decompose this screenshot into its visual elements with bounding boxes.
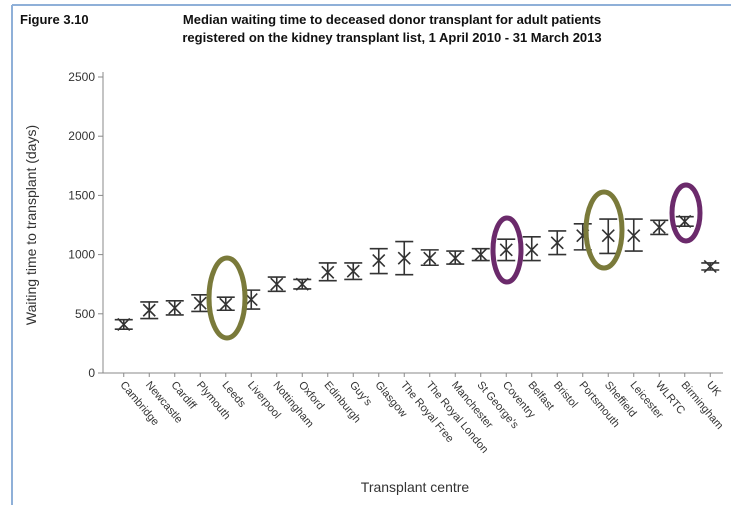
error-bar: [114, 317, 133, 332]
median-marker: [525, 243, 539, 257]
error-bar: [293, 277, 312, 291]
median-marker: [168, 301, 182, 315]
median-marker: [652, 220, 666, 234]
median-marker: [703, 259, 717, 274]
median-marker: [397, 251, 411, 265]
median-marker: [499, 243, 513, 257]
error-bar: [675, 214, 694, 229]
median-marker: [295, 277, 309, 291]
error-bar: [599, 218, 618, 255]
error-bar: [267, 276, 286, 293]
y-tick-label: 2500: [68, 70, 95, 84]
median-marker: [321, 265, 335, 279]
y-tick-label: 2000: [68, 129, 95, 143]
error-bar: [650, 219, 669, 236]
median-marker: [372, 253, 386, 268]
error-bar: [497, 238, 516, 262]
median-marker: [193, 296, 207, 310]
error-bar: [420, 249, 439, 267]
highlight: [669, 182, 703, 244]
error-bar: [446, 250, 465, 265]
error-bar: [216, 296, 235, 312]
chart-title: Median waiting time to deceased donor tr…: [183, 12, 601, 27]
median-marker: [448, 251, 462, 265]
y-tick-label: 1500: [68, 188, 95, 202]
y-axis-label: Waiting time to transplant (days): [23, 125, 39, 325]
x-axis-label: Transplant centre: [361, 479, 470, 495]
median-marker: [142, 303, 156, 317]
error-bar: [344, 262, 363, 281]
median-marker: [601, 229, 615, 243]
error-bar: [548, 230, 567, 256]
median-marker: [346, 264, 360, 278]
error-bar: [191, 294, 210, 313]
median-marker: [219, 297, 233, 311]
error-bar: [318, 262, 337, 282]
x-tick-label: UK: [704, 379, 723, 399]
median-marker: [627, 229, 641, 243]
chart-title: registered on the kidney transplant list…: [182, 30, 601, 45]
median-marker: [423, 251, 437, 265]
highlight: [490, 215, 524, 285]
y-tick-label: 1000: [68, 248, 95, 262]
y-tick-label: 0: [88, 366, 95, 380]
y-tick-label: 500: [75, 307, 95, 321]
error-bar: [701, 259, 720, 274]
median-marker: [550, 236, 564, 250]
median-marker: [270, 277, 284, 291]
error-bar: [471, 247, 490, 262]
error-bar: [624, 218, 643, 252]
figure-label: Figure 3.10: [20, 12, 89, 27]
error-bar: [140, 301, 159, 320]
error-bar: [369, 247, 388, 275]
highlight: [583, 189, 625, 271]
median-marker: [678, 214, 692, 229]
error-bar: [165, 299, 184, 316]
median-marker: [474, 248, 488, 262]
error-bar: [395, 240, 414, 276]
highlight: [206, 255, 248, 341]
median-marker: [117, 317, 131, 332]
plot: 05001000150020002500CambridgeNewcastleCa…: [68, 70, 725, 456]
error-bar: [522, 236, 541, 262]
